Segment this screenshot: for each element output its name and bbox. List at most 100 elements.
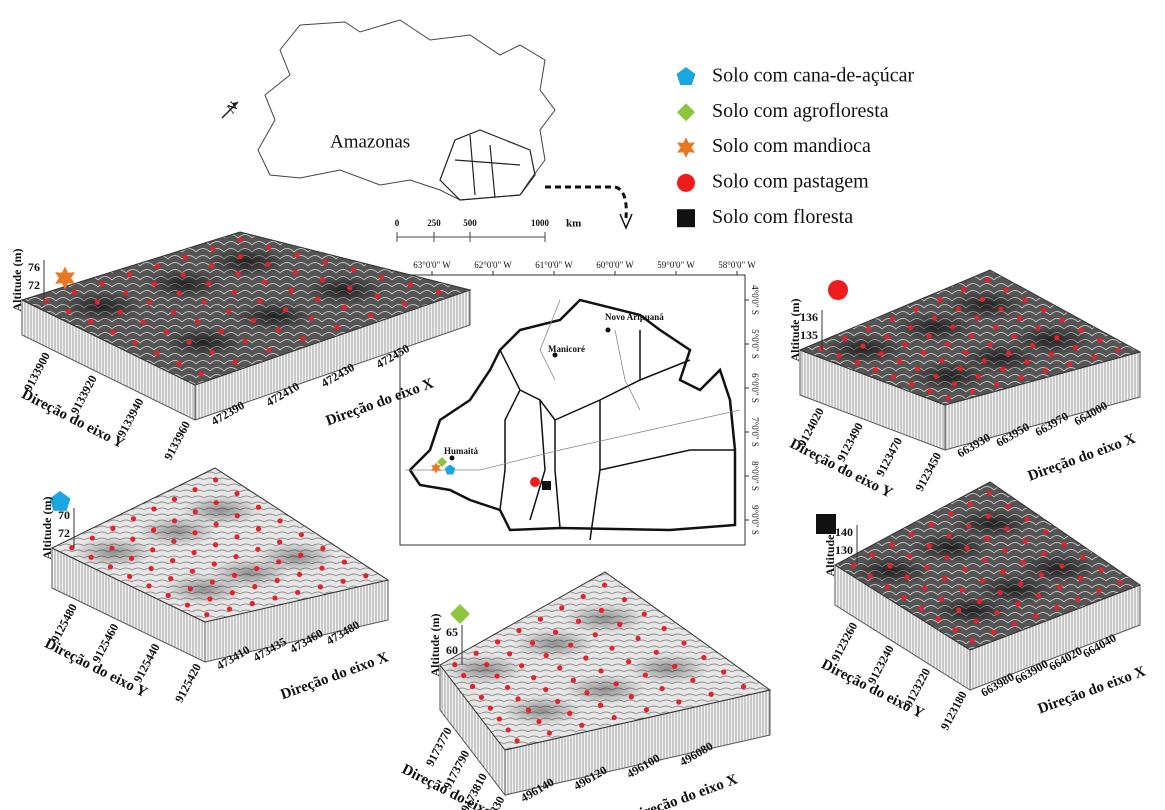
sample-point [479,695,484,700]
sample-point [1004,287,1009,292]
sample-point [842,336,847,341]
sample-point [110,526,115,531]
lat-label: 6°0'0" S [750,373,760,403]
sample-point [230,590,235,595]
sample-point [837,353,842,358]
sample-point [265,262,270,267]
sample-point [976,374,981,379]
sample-point [553,630,558,635]
sample-point [149,566,154,571]
surface-plot: 7072Altitude (m)912548091254609125440912… [40,468,391,705]
sample-point [547,730,552,735]
y-tick-label: 9125420 [172,661,204,705]
sample-point [1036,326,1041,331]
sample-point [987,491,992,496]
sample-point [980,578,985,583]
sample-point [884,334,889,339]
sample-point [212,561,217,566]
sample-point [986,514,991,519]
sample-point [956,608,961,613]
sample-point [292,270,297,275]
scale-label: 0 [395,218,400,228]
sample-point [890,317,895,322]
sample-point [1041,551,1046,556]
lat-label: 4°0'0" S [750,285,760,315]
sample-point [1062,542,1067,547]
z-axis-label: Altitude (m) [823,514,837,577]
sample-point [232,360,237,365]
surface-shade [952,508,1032,538]
sample-point [127,574,132,579]
sample-point [626,659,631,664]
sample-point [88,319,93,324]
surface-plot: 6560Altitude (m)917377091737909173810917… [399,572,770,810]
sample-point [985,277,990,282]
sample-point [213,477,218,482]
sample-point [123,291,128,296]
sample-point [342,559,347,564]
sample-point [536,719,541,724]
sample-point [1024,359,1029,364]
sample-point [851,563,856,568]
sample-point [919,606,924,611]
surface-shade [207,246,287,276]
sample-point [921,350,926,355]
sample-point [185,602,190,607]
sample-point [251,318,256,323]
sample-point [506,727,511,732]
sample-point [924,565,929,570]
town-dot [606,328,611,333]
sample-point [497,716,502,721]
legend-label: Solo com floresta [712,206,853,228]
sample-point [484,662,489,667]
z-axis-label: Altitude (m) [428,614,442,677]
sample-point [210,579,215,584]
sample-point [977,599,982,604]
sample-point [252,584,257,589]
sample-point [1116,348,1121,353]
sample-point [866,326,871,331]
sample-point [192,530,197,535]
sample-point [1018,581,1023,586]
legend-symbol [450,604,470,624]
sample-point [927,544,932,549]
sample-point [1000,569,1005,574]
surface-shade [74,537,154,567]
sample-point [939,597,944,602]
sample-point [276,327,281,332]
z-tick-label: 72 [58,526,70,540]
sample-point [538,617,543,622]
sample-point [1043,529,1048,534]
sample-point [709,692,714,697]
sample-point [998,306,1003,311]
sample-point [155,264,160,269]
sample-point [227,606,232,611]
sample-point [969,333,974,338]
sample-point [544,653,549,658]
sample-point [897,359,902,364]
sample-point [908,325,913,330]
sample-point [644,707,649,712]
sample-point [945,342,950,347]
legend-symbol [677,103,695,121]
sample-point [210,350,215,355]
sample-point [635,636,640,641]
y-tick-label: 9125440 [131,641,163,685]
state-label: Amazonas [330,131,410,152]
sample-point [557,665,562,670]
lon-label: 60°0'0" W [596,260,634,270]
sample-point [95,300,100,305]
sample-point [90,535,95,540]
sample-point [984,536,989,541]
sample-point [932,316,937,321]
y-axis-label: Direção do eixo Y [19,386,127,452]
sample-point [66,309,71,314]
z-tick-label: 70 [58,508,70,522]
sample-point [255,547,260,552]
sample-point [958,366,963,371]
sample-point [461,673,466,678]
sample-point [982,557,987,562]
sample-point [408,282,413,287]
sample-point [272,595,277,600]
sample-point [987,342,992,347]
